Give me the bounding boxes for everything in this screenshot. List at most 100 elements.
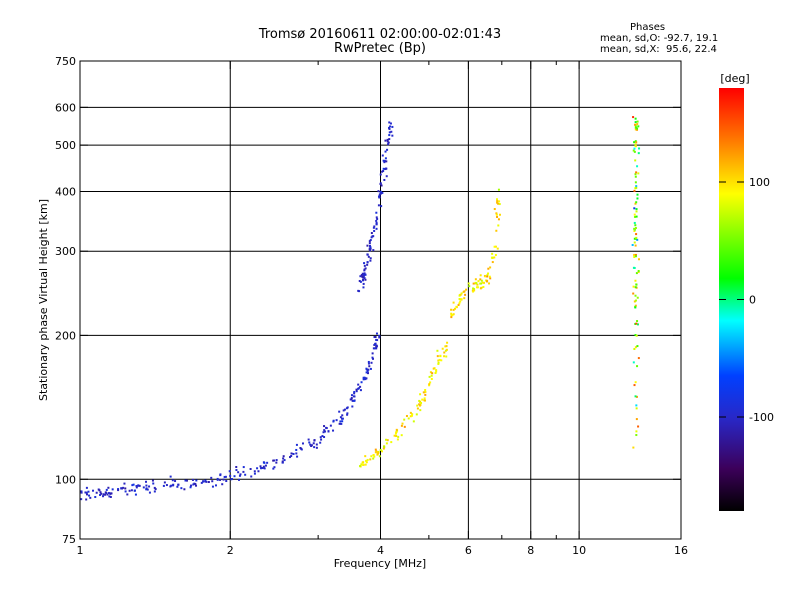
data-point [346,413,349,416]
data-point [633,141,636,144]
data-point [322,431,325,434]
data-point [375,338,378,341]
data-point [428,384,431,387]
data-point [634,395,637,398]
data-point [437,362,440,365]
data-point [275,461,278,464]
data-point [400,434,403,437]
data-point [631,243,634,246]
data-point [338,422,341,425]
data-point [321,435,324,438]
x-axis-label: Frequency [MHz] [334,557,426,570]
y-tick-label: 750 [55,55,76,68]
data-point [250,475,253,478]
data-point [452,308,455,311]
data-point [235,469,238,472]
data-point [262,465,265,468]
data-point [473,289,476,292]
data-point [635,418,638,421]
data-point [428,383,431,386]
data-point [86,493,89,496]
data-point [259,465,262,468]
data-point [491,252,494,255]
data-point [363,262,366,265]
data-point [363,264,366,267]
data-point [493,245,496,248]
data-point [380,205,383,208]
data-point [411,413,414,416]
data-point [382,159,385,162]
data-points [80,116,641,501]
data-point [351,405,354,408]
data-point [152,482,155,485]
data-point [263,461,266,464]
data-point [102,495,105,498]
data-point [637,425,640,428]
data-point [281,461,284,464]
data-point [233,475,236,478]
data-point [296,455,299,458]
data-point [386,140,389,143]
data-point [483,281,486,284]
data-point [424,391,427,394]
data-point [634,144,637,147]
data-point [446,341,449,344]
data-point [375,332,378,335]
data-point [463,297,466,300]
data-point [637,258,640,261]
data-point [405,414,408,417]
data-point [633,384,636,387]
data-point [366,253,369,256]
data-point [104,491,107,494]
data-point [409,415,412,418]
data-point [432,367,435,370]
data-point [346,412,349,415]
data-point [80,491,83,494]
data-point [371,357,374,360]
data-point [223,475,226,478]
data-point [242,470,245,473]
data-point [332,429,335,432]
data-point [189,486,192,489]
data-point [162,484,165,487]
data-point [170,484,173,487]
data-point [154,488,157,491]
data-point [373,225,376,228]
data-point [430,377,433,380]
data-point [123,482,126,485]
data-point [441,347,444,350]
data-point [636,127,639,130]
data-point [377,450,380,453]
data-point [353,399,356,402]
data-point [458,298,461,301]
data-point [343,408,346,411]
data-point [210,476,213,479]
data-point [323,429,326,432]
data-point [171,479,174,482]
colorbar-label: [deg] [720,72,749,85]
data-point [350,394,353,397]
data-point [633,241,636,244]
data-point [290,454,293,457]
data-point [429,381,432,384]
data-point [282,457,285,460]
data-point [638,147,641,150]
data-point [313,439,316,442]
data-point [636,365,639,368]
data-point [403,425,406,428]
data-point [195,479,198,482]
data-point [368,244,371,247]
data-point [494,245,497,248]
data-point [633,221,636,224]
data-point [368,242,371,245]
y-tick-label: 75 [62,533,76,546]
data-point [374,336,377,339]
data-point [633,189,636,192]
data-point [366,370,369,373]
data-point [635,186,638,189]
data-point [273,466,276,469]
data-point [362,461,365,464]
data-point [634,173,637,176]
data-point [85,486,88,489]
data-point [635,208,638,211]
